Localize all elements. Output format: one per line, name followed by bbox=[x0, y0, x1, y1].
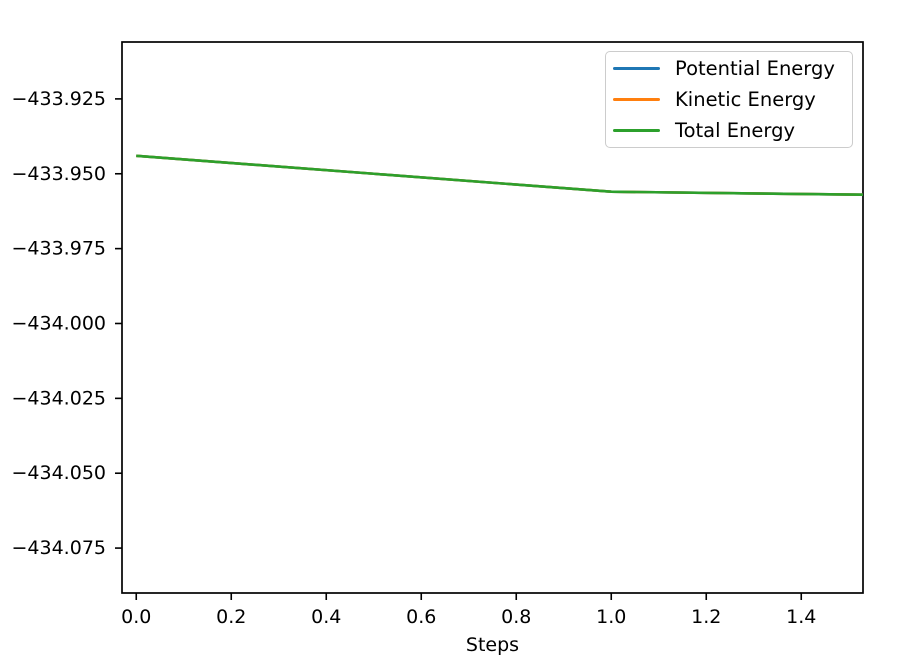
y-axis-tick-label: −434.050 bbox=[12, 462, 107, 484]
legend-item-potential-energy: Potential Energy bbox=[613, 53, 852, 84]
y-axis-tick-label: −434.025 bbox=[12, 387, 107, 409]
y-axis-tick-label: −433.950 bbox=[12, 163, 107, 185]
series-line-kinetic-energy bbox=[136, 154, 864, 197]
y-axis-tick-label: −433.925 bbox=[12, 88, 107, 110]
y-axis-tick-label: −434.000 bbox=[12, 312, 107, 334]
series-line-total-energy bbox=[136, 154, 864, 197]
legend-item-kinetic-energy: Kinetic Energy bbox=[613, 84, 852, 115]
y-axis-tick-label: −434.075 bbox=[12, 537, 107, 559]
legend: Potential Energy Kinetic Energy Total En… bbox=[605, 51, 853, 148]
x-axis-tick-label: 1.4 bbox=[786, 606, 816, 628]
total-energy-line-sample bbox=[613, 129, 660, 132]
legend-label-potential-energy: Potential Energy bbox=[675, 56, 835, 80]
kinetic-energy-line-sample bbox=[613, 98, 660, 101]
legend-label-total-energy: Total Energy bbox=[675, 118, 796, 142]
x-axis-label: Steps bbox=[466, 634, 519, 656]
x-axis-tick-label: 0.6 bbox=[406, 606, 436, 628]
y-axis-tick-label: −433.975 bbox=[12, 238, 107, 260]
series-line-potential-energy bbox=[136, 154, 864, 197]
x-axis-tick-label: 1.2 bbox=[691, 606, 721, 628]
x-axis-tick-label: 0.8 bbox=[501, 606, 531, 628]
x-axis-tick-label: 0.0 bbox=[121, 606, 151, 628]
potential-energy-line-sample bbox=[613, 67, 660, 70]
legend-label-kinetic-energy: Kinetic Energy bbox=[675, 87, 816, 111]
x-axis-tick-label: 0.2 bbox=[216, 606, 246, 628]
legend-item-total-energy: Total Energy bbox=[613, 115, 852, 146]
x-axis-tick-label: 0.4 bbox=[311, 606, 341, 628]
plot-border bbox=[121, 41, 864, 594]
x-axis-tick-label: 1.0 bbox=[596, 606, 626, 628]
